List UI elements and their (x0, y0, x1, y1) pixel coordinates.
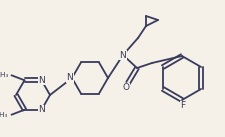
Text: N: N (38, 76, 45, 85)
Text: O: O (122, 83, 129, 92)
Text: N: N (38, 105, 45, 114)
Text: CH₃: CH₃ (0, 72, 9, 78)
Text: N: N (66, 73, 73, 82)
Text: CH₃: CH₃ (0, 112, 9, 118)
Text: F: F (180, 102, 185, 111)
Text: N: N (119, 51, 126, 59)
